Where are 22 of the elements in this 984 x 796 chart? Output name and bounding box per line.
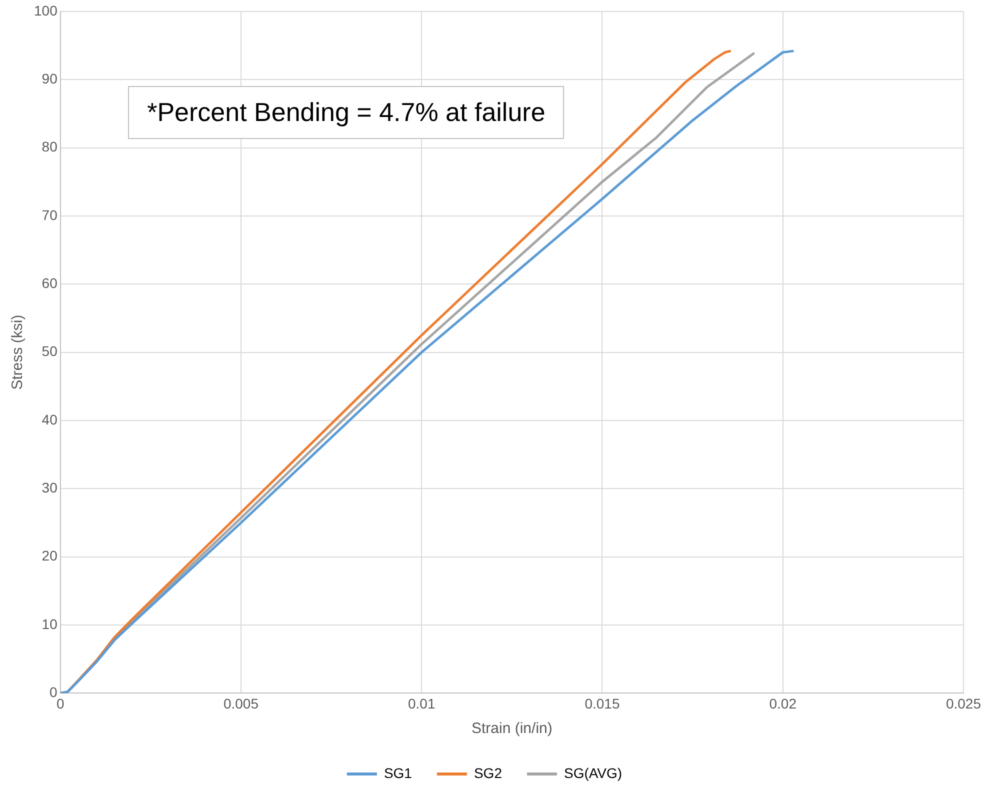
y-tick-label: 50 bbox=[42, 343, 58, 360]
annotation: *Percent Bending = 4.7% at failure bbox=[128, 86, 564, 140]
x-tick-label: 0.01 bbox=[408, 695, 436, 712]
x-tick-label: 0.025 bbox=[946, 695, 982, 712]
y-tick-label: 30 bbox=[42, 480, 58, 496]
y-tick-label: 90 bbox=[42, 70, 58, 86]
y-tick-label: 100 bbox=[34, 2, 58, 18]
y-tick-label: 20 bbox=[42, 548, 58, 564]
legend-label: SG(AVG) bbox=[564, 764, 622, 781]
y-tick-label: 0 bbox=[50, 684, 58, 700]
y-tick-label: 10 bbox=[42, 616, 58, 632]
y-tick-label: 70 bbox=[42, 206, 58, 223]
x-tick-label: 0.005 bbox=[223, 695, 259, 712]
legend-label: SG2 bbox=[474, 764, 502, 781]
x-axis-title: Strain (in/in) bbox=[471, 720, 552, 738]
x-tick-label: 0.02 bbox=[769, 695, 797, 712]
y-tick-label: 60 bbox=[42, 274, 58, 291]
y-axis-title: Stress (ksi) bbox=[9, 314, 26, 390]
x-tick-label: 0.015 bbox=[584, 695, 620, 712]
y-tick-label: 40 bbox=[42, 411, 58, 428]
legend-label: SG1 bbox=[384, 764, 412, 781]
y-tick-label: 80 bbox=[42, 138, 58, 155]
